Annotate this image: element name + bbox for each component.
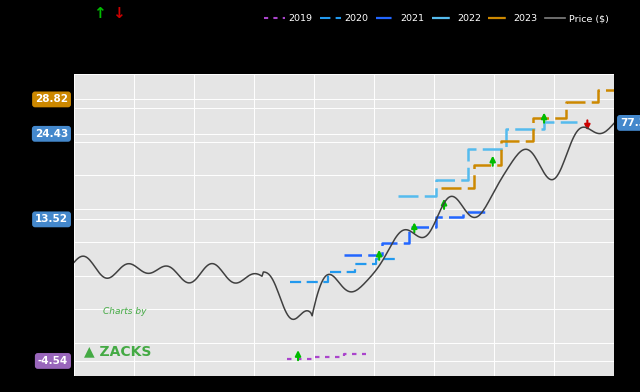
Text: Charts by: Charts by xyxy=(103,307,147,316)
Text: 13.52: 13.52 xyxy=(35,214,68,224)
Text: ▲ ZACKS: ▲ ZACKS xyxy=(84,344,152,358)
Text: 28.82: 28.82 xyxy=(35,94,68,104)
Text: ↑: ↑ xyxy=(93,6,106,21)
Text: 77.35: 77.35 xyxy=(620,118,640,128)
Text: 24.43: 24.43 xyxy=(35,129,68,139)
Legend: 2019, 2020, 2021, 2022, 2023, Price ($): 2019, 2020, 2021, 2022, 2023, Price ($) xyxy=(260,11,613,27)
Text: ↓: ↓ xyxy=(112,6,125,21)
Text: -4.54: -4.54 xyxy=(38,356,68,366)
